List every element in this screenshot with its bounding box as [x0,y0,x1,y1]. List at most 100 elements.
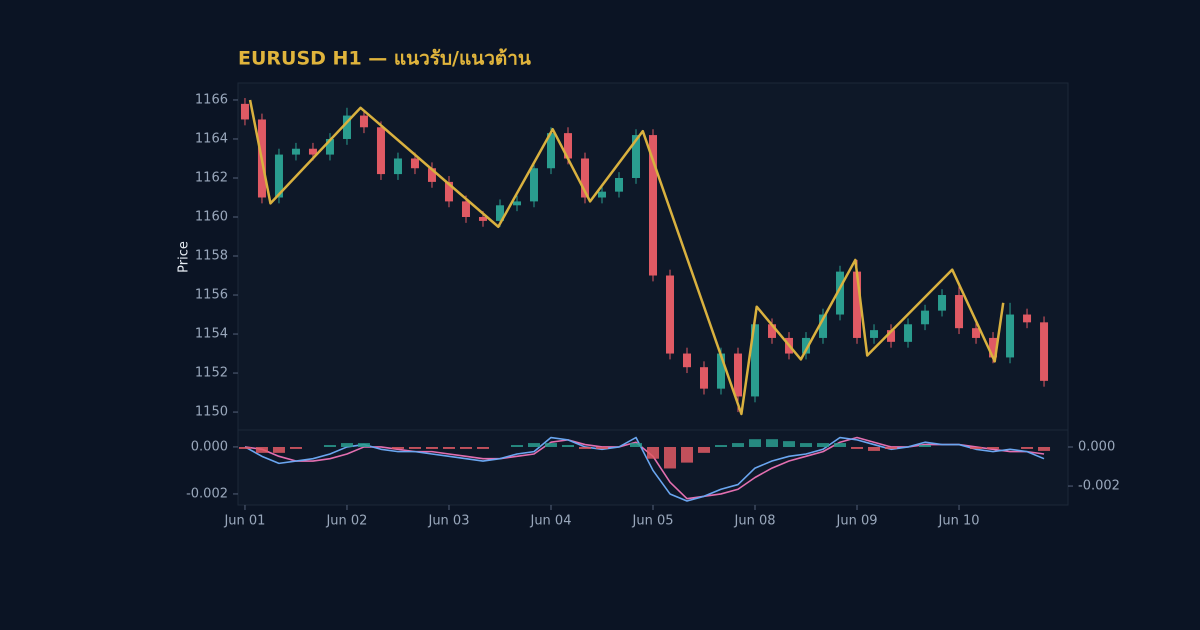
candle-body [478,217,487,221]
histogram-bar [578,446,591,449]
candle-body [1006,314,1015,358]
y-tick-label: 1154 [195,327,228,342]
histogram-bar [272,446,285,453]
candle-body [819,314,828,338]
candle-body [359,115,368,128]
histogram-bar [340,443,353,447]
y-tick-label: 1166 [195,92,228,107]
y-tick-label: 1152 [195,366,228,381]
y-tick-label: -0.002 [186,486,228,501]
macd-panel [237,429,1069,506]
histogram-bar [408,446,421,449]
macd-line [244,436,1045,502]
x-tick-label: Jun 03 [427,514,469,529]
histogram-bar [629,443,642,447]
histogram-bar [238,446,251,449]
histogram-bar [919,445,932,447]
histogram-bar [1038,446,1051,451]
histogram-bar [425,446,438,449]
x-tick-label: Jun 05 [632,514,674,529]
candle-body [325,138,334,155]
histogram-bar [323,445,336,447]
y-tick-label: 1160 [195,210,228,225]
y-axis-label: Price [177,241,192,273]
histogram-bar [357,443,370,447]
histogram-bar [766,439,779,447]
histogram-bar [698,446,711,453]
candle-body [955,295,964,329]
candle-body [700,367,709,389]
candle-body [904,324,913,342]
candle-body [631,135,640,178]
histogram-bar [817,443,830,447]
x-tick-label: Jun 09 [836,514,878,529]
candle-body [989,337,998,358]
x-tick-label: Jun 02 [325,514,367,529]
candle-body [751,324,760,397]
histogram-bar [391,446,404,449]
histogram-bar [885,446,898,449]
candle-body [410,158,419,169]
zigzag-line [248,99,1005,416]
candle-body [240,103,249,120]
histogram-bar [289,446,302,449]
candle-body [563,133,572,159]
histogram-bar [732,443,745,447]
x-tick-label: Jun 10 [938,514,980,529]
candle-body [1040,322,1049,381]
y-tick-label: 1150 [195,405,228,420]
candle-body [938,295,947,311]
histogram-bar [715,445,728,447]
candle-body [972,328,981,338]
candle-body [274,154,283,198]
candle-body [393,158,402,175]
candle-body [1023,314,1032,323]
y-tick-label: 1164 [195,131,228,146]
y-tick-label: 1156 [195,288,228,303]
histogram-bar [783,441,796,447]
histogram-bar [255,446,268,453]
histogram-bar [681,446,694,463]
candle-body [921,310,930,325]
histogram-bar [595,446,608,449]
histogram-bar [800,443,813,447]
histogram-bar [510,445,523,447]
histogram-bar [647,446,659,459]
candle-body [461,201,470,218]
candle-body [597,191,606,198]
candle-body [683,353,692,368]
candle-body [342,115,351,139]
y2-tick-label: 0.000 [1078,439,1115,454]
histogram-bar [442,446,455,449]
histogram-bar [459,446,472,449]
candle-body [546,133,555,169]
candle-body [802,337,811,354]
candle-body [734,353,743,397]
histogram-bar [561,445,574,447]
candle-body [495,205,504,221]
x-tick-label: Jun 08 [734,514,776,529]
y-tick-label: 0.000 [191,439,228,454]
candle-body [308,148,317,155]
histogram-bar [749,439,762,447]
histogram-bar [868,446,881,451]
candle-body [512,201,521,206]
y2-tick-label: -0.002 [1078,479,1120,494]
histogram-bar [1021,446,1034,449]
candle-body [717,353,726,389]
candle-body [870,330,879,338]
candle-body [614,177,623,192]
candle-body [887,330,896,342]
candle-body [427,168,436,182]
candle-body [291,148,300,155]
histogram-bar [834,443,847,447]
histogram-bar [970,446,983,449]
candle-body [444,181,453,202]
y-tick-label: 1162 [195,170,228,185]
candle-body [580,158,589,198]
x-tick-label: Jun 01 [223,514,265,529]
chart-title: EURUSD H1 — แนวรับ/แนวต้าน [238,48,531,70]
histogram-bar [664,446,677,469]
